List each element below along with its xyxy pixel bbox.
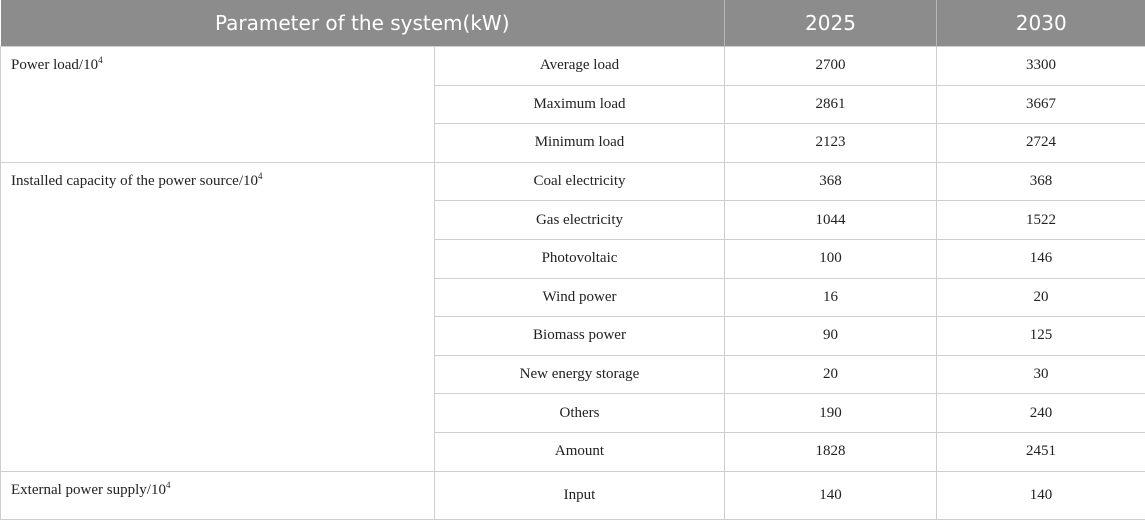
- row-value-2030: 368: [937, 162, 1145, 201]
- table-row: External power supply/104 Input 140 140: [1, 471, 1145, 520]
- row-value-2025: 16: [725, 278, 937, 317]
- row-value-2025: 140: [725, 471, 937, 520]
- group-label-text: Power load/10: [11, 57, 98, 73]
- row-value-2025: 20: [725, 355, 937, 394]
- group-label-installed-capacity: Installed capacity of the power source/1…: [1, 162, 435, 471]
- row-item: Amount: [435, 432, 725, 471]
- row-value-2030: 30: [937, 355, 1145, 394]
- row-value-2025: 2700: [725, 47, 937, 86]
- row-value-2030: 146: [937, 239, 1145, 278]
- row-item: Input: [435, 471, 725, 520]
- row-value-2025: 2123: [725, 124, 937, 163]
- row-item: Coal electricity: [435, 162, 725, 201]
- group-label-exponent: 4: [166, 480, 171, 490]
- row-value-2025: 90: [725, 317, 937, 356]
- row-value-2025: 190: [725, 394, 937, 433]
- group-label-exponent: 4: [258, 171, 263, 181]
- table-row: Installed capacity of the power source/1…: [1, 162, 1145, 201]
- row-value-2030: 240: [937, 394, 1145, 433]
- row-value-2025: 1828: [725, 432, 937, 471]
- row-value-2030: 140: [937, 471, 1145, 520]
- table-header: Parameter of the system(kW) 2025 2030: [1, 0, 1145, 47]
- row-value-2030: 3667: [937, 85, 1145, 124]
- row-value-2030: 3300: [937, 47, 1145, 86]
- row-item: Others: [435, 394, 725, 433]
- row-item: Photovoltaic: [435, 239, 725, 278]
- header-row: Parameter of the system(kW) 2025 2030: [1, 0, 1145, 47]
- row-value-2025: 368: [725, 162, 937, 201]
- row-item: Average load: [435, 47, 725, 86]
- row-value-2030: 125: [937, 317, 1145, 356]
- row-value-2030: 20: [937, 278, 1145, 317]
- row-value-2030: 2451: [937, 432, 1145, 471]
- row-item: New energy storage: [435, 355, 725, 394]
- group-label-exponent: 4: [98, 55, 103, 65]
- header-parameter: Parameter of the system(kW): [1, 0, 725, 47]
- group-label-power-load: Power load/104: [1, 47, 435, 163]
- group-label-text: External power supply/10: [11, 482, 166, 498]
- row-value-2030: 1522: [937, 201, 1145, 240]
- row-value-2030: 2724: [937, 124, 1145, 163]
- row-item: Biomass power: [435, 317, 725, 356]
- row-item: Wind power: [435, 278, 725, 317]
- group-label-external-supply: External power supply/104: [1, 471, 435, 520]
- row-item: Gas electricity: [435, 201, 725, 240]
- row-item: Maximum load: [435, 85, 725, 124]
- row-item: Minimum load: [435, 124, 725, 163]
- row-value-2025: 100: [725, 239, 937, 278]
- row-value-2025: 1044: [725, 201, 937, 240]
- group-label-text: Installed capacity of the power source/1…: [11, 173, 258, 189]
- table-body: Power load/104 Average load 2700 3300 Ma…: [1, 47, 1145, 520]
- row-value-2025: 2861: [725, 85, 937, 124]
- header-year-2025: 2025: [725, 0, 937, 47]
- header-year-2030: 2030: [937, 0, 1145, 47]
- table-row: Power load/104 Average load 2700 3300: [1, 47, 1145, 86]
